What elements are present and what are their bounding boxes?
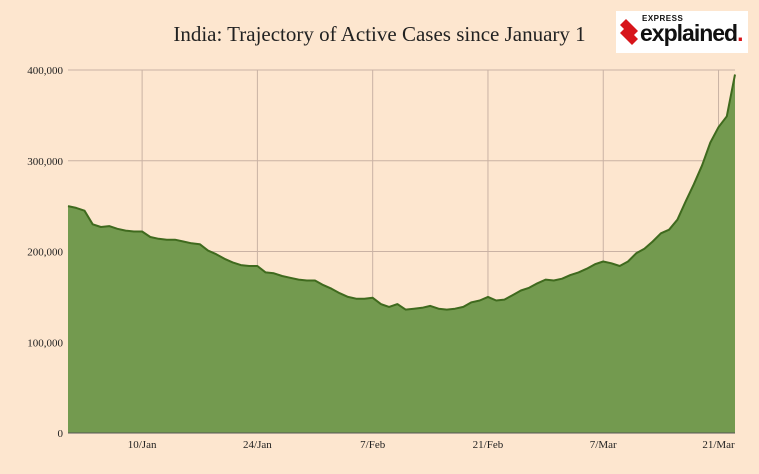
x-tick-label: 7/Mar [590, 439, 617, 451]
x-axis-ticks: 10/Jan 24/Jan 7/Feb 21/Feb 7/Mar 21/Mar [128, 439, 735, 451]
active-cases-line [67, 74, 736, 311]
x-tick-label: 10/Jan [128, 439, 157, 451]
logo-small-text: EXPRESS [642, 14, 684, 23]
y-tick-label: 100,000 [27, 337, 63, 349]
y-axis-ticks: 0 100,000 200,000 300,000 400,000 [27, 65, 63, 440]
logo-word: explained [640, 20, 738, 46]
express-explained-logo: EXPRESS explained. [616, 11, 748, 53]
x-tick-label: 7/Feb [360, 439, 386, 451]
y-tick-label: 400,000 [27, 65, 63, 77]
y-tick-label: 0 [58, 428, 64, 440]
logo-dot: . [737, 20, 743, 46]
chart-title: India: Trajectory of Active Cases since … [173, 22, 586, 46]
y-tick-label: 300,000 [27, 156, 63, 168]
logo-stripes-icon [620, 19, 638, 45]
x-tick-label: 21/Mar [702, 439, 735, 451]
x-tick-label: 21/Feb [473, 439, 504, 451]
logo-big-text: explained. [640, 20, 744, 47]
y-tick-label: 200,000 [27, 247, 63, 259]
active-cases-area [68, 74, 735, 433]
x-tick-label: 24/Jan [243, 439, 272, 451]
